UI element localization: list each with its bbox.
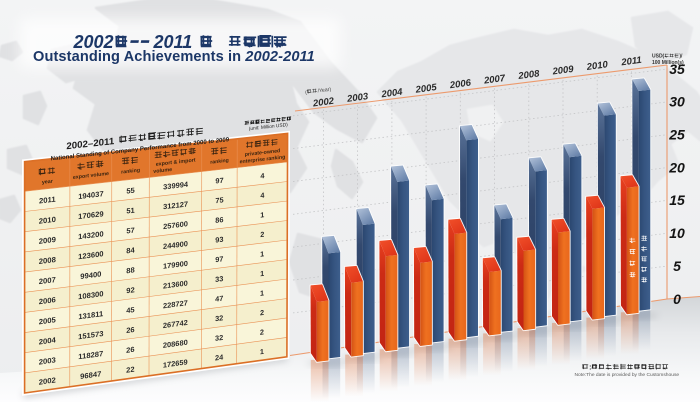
svg-text:24: 24 [215, 352, 224, 362]
svg-text:year: year [42, 179, 53, 186]
svg-text:15: 15 [669, 192, 685, 208]
svg-text:33: 33 [215, 274, 223, 284]
svg-text:57: 57 [126, 226, 134, 236]
svg-text:0: 0 [673, 291, 681, 307]
svg-text:1: 1 [260, 249, 264, 258]
svg-text:Outstanding Achievements in 20: Outstanding Achievements in 2002-2011 [33, 49, 315, 65]
svg-text:30: 30 [669, 94, 685, 110]
svg-text:26: 26 [126, 325, 134, 335]
svg-text:84: 84 [126, 245, 135, 255]
svg-text:USD(: USD( [652, 54, 665, 60]
svg-text:10: 10 [669, 225, 685, 241]
svg-text:92: 92 [126, 285, 134, 295]
svg-text:25: 25 [668, 127, 685, 143]
svg-text:45: 45 [126, 305, 134, 315]
svg-text:51: 51 [126, 206, 134, 216]
svg-text:75: 75 [215, 195, 223, 205]
svg-text:1: 1 [260, 288, 264, 297]
svg-text:1: 1 [260, 210, 264, 219]
svg-text:97: 97 [215, 254, 223, 264]
svg-text:32: 32 [215, 313, 223, 323]
svg-text:20: 20 [668, 159, 685, 175]
svg-text:32: 32 [215, 333, 223, 343]
svg-text:55: 55 [126, 186, 134, 196]
svg-text:5: 5 [673, 258, 681, 274]
svg-text::: : [589, 365, 591, 372]
svg-text:Note:The date is provided by t: Note:The date is provided by the Customs… [574, 372, 679, 378]
svg-text:88: 88 [126, 265, 134, 275]
svg-text:2: 2 [260, 308, 264, 317]
svg-text:26: 26 [126, 345, 134, 355]
svg-text:86: 86 [215, 215, 223, 225]
svg-text:1: 1 [260, 347, 264, 357]
svg-text:47: 47 [215, 294, 223, 304]
svg-text:22: 22 [126, 365, 134, 375]
svg-text:1: 1 [260, 269, 264, 278]
svg-text:100 Million(s): 100 Million(s) [652, 60, 684, 66]
svg-text:2: 2 [260, 327, 264, 336]
svg-text:97: 97 [215, 176, 223, 186]
svg-text:93: 93 [215, 235, 223, 245]
svg-text:2: 2 [260, 230, 264, 239]
